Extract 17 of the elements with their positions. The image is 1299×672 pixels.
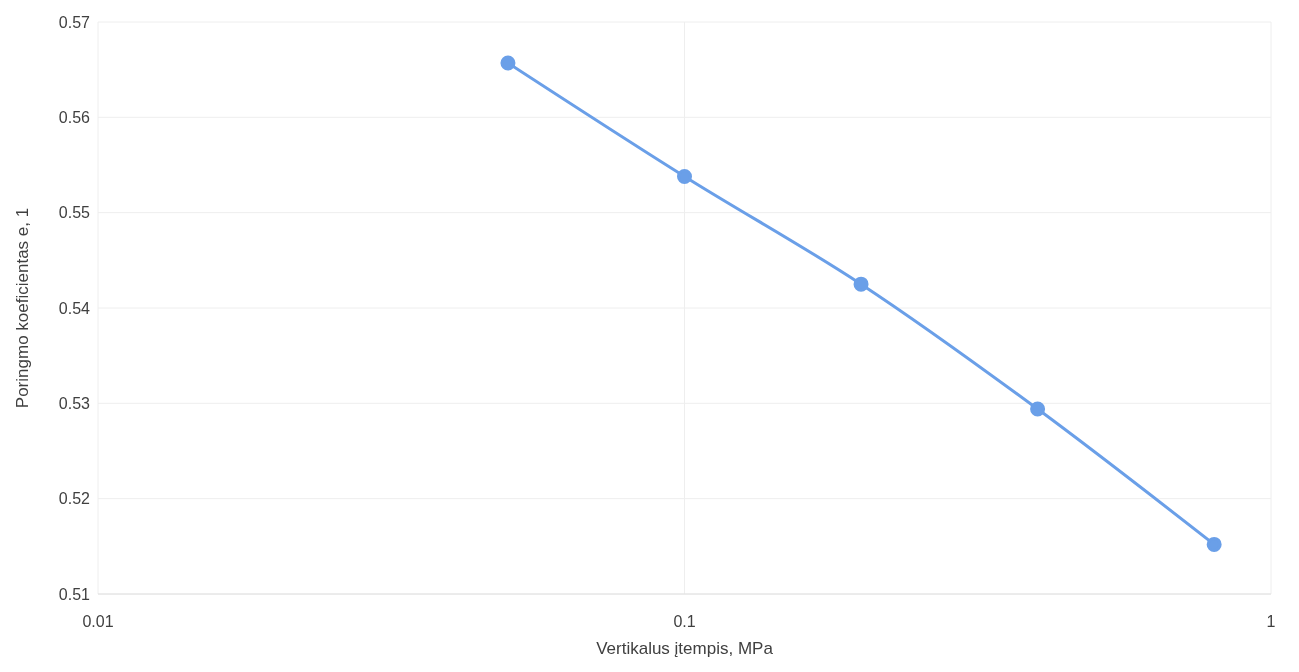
x-axis-title: Vertikalus įtempis, MPa xyxy=(596,639,774,658)
point xyxy=(1030,401,1046,417)
y-axis-title: Poringmo koeficientas e, 1 xyxy=(13,207,33,409)
point xyxy=(853,276,869,292)
y-tick-label: 0.53 xyxy=(58,395,91,413)
y-tick-label: 0.51 xyxy=(58,585,91,603)
y-tick-label: 0.56 xyxy=(58,109,91,127)
x-tick-label: 0.01 xyxy=(82,613,114,631)
y-tick-label: 0.55 xyxy=(58,204,91,222)
point xyxy=(1206,536,1222,552)
x-tick-label: 0.1 xyxy=(673,613,696,631)
x-tick-label: 1 xyxy=(1266,613,1276,631)
y-tick-label: 0.54 xyxy=(58,299,91,317)
point xyxy=(677,168,692,184)
point xyxy=(500,55,516,71)
y-tick-label: 0.52 xyxy=(58,490,91,508)
y-tick-label: 0.57 xyxy=(58,13,91,31)
